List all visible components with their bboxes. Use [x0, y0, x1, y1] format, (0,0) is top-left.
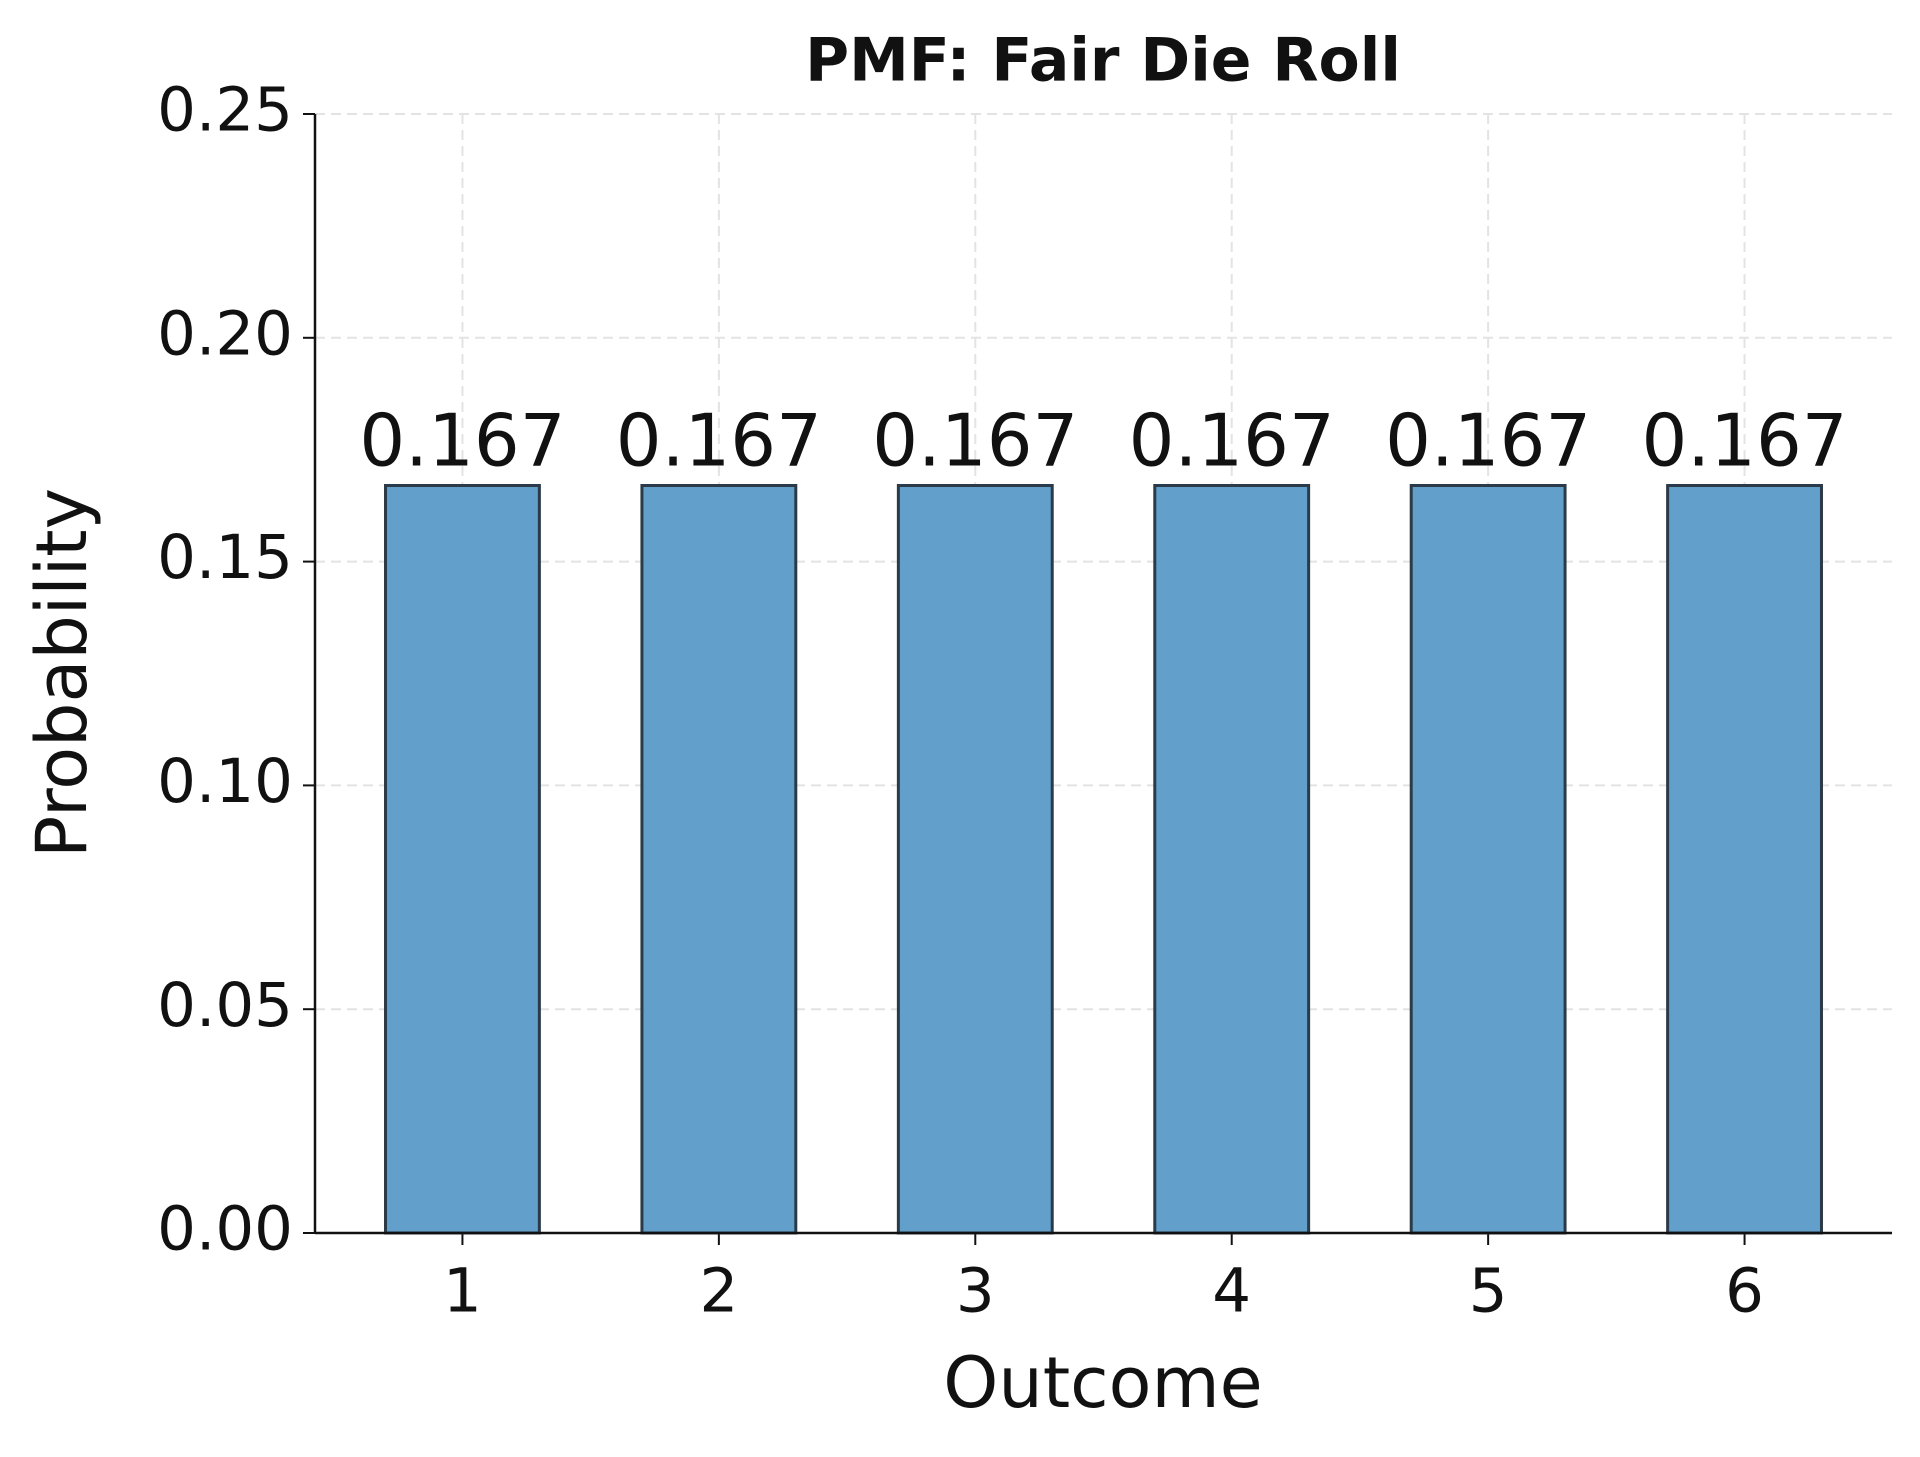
x-axis-title: Outcome — [943, 1342, 1262, 1424]
x-tick-label: 5 — [1469, 1256, 1508, 1327]
value-label: 0.167 — [1641, 399, 1847, 483]
y-tick-label: 0.25 — [157, 75, 293, 146]
x-tick-label: 6 — [1725, 1256, 1764, 1327]
y-tick-label: 0.05 — [157, 970, 293, 1041]
x-tick-label: 3 — [956, 1256, 995, 1327]
bar — [640, 484, 798, 1235]
value-label: 0.167 — [616, 399, 822, 483]
chart-title: PMF: Fair Die Roll — [805, 26, 1401, 96]
bar — [1153, 484, 1311, 1235]
y-tick-label: 0.20 — [157, 298, 293, 369]
y-tick-label: 0.10 — [157, 746, 293, 817]
value-label: 0.167 — [872, 399, 1078, 483]
x-tick-label: 2 — [699, 1256, 738, 1327]
bar — [896, 484, 1054, 1235]
value-label: 0.167 — [1129, 399, 1335, 483]
y-axis-title: Probability — [21, 488, 103, 858]
bar — [384, 484, 541, 1235]
y-tick-label: 0.00 — [157, 1194, 293, 1265]
value-label: 0.167 — [1385, 399, 1591, 483]
bar — [1666, 484, 1823, 1235]
bar — [1409, 484, 1567, 1235]
value-label: 0.167 — [359, 399, 565, 483]
x-tick-label: 1 — [443, 1256, 482, 1327]
y-tick-label: 0.15 — [157, 522, 293, 593]
x-tick-label: 4 — [1212, 1256, 1251, 1327]
